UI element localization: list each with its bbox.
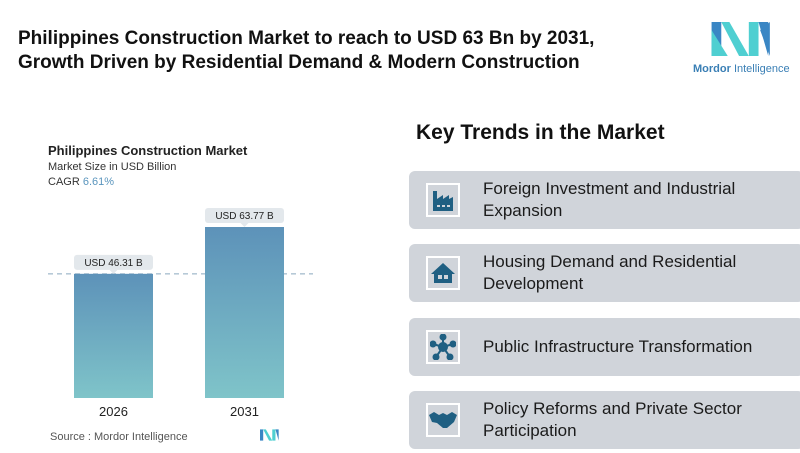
trend-card: Public Infrastructure Transformation bbox=[409, 318, 800, 376]
data-label: USD 46.31 B bbox=[84, 258, 143, 269]
bar-chart: USD 46.31 B 2026 USD 63.77 B 2031 bbox=[48, 208, 313, 419]
handshake-icon bbox=[426, 403, 460, 437]
trend-label: Foreign Investment and Industrial Expans… bbox=[483, 179, 736, 220]
cagr: CAGR 6.61% bbox=[48, 176, 115, 188]
x-tick-label: 2026 bbox=[99, 404, 128, 419]
data-label-bg bbox=[74, 254, 153, 270]
source-text: Source : Mordor Intelligence bbox=[50, 431, 188, 443]
logo-text: Mordor Intelligence bbox=[693, 63, 790, 75]
network-hub-icon bbox=[426, 330, 460, 364]
page-title: Philippines Construction Market to reach… bbox=[18, 27, 594, 75]
bar-2031 bbox=[205, 227, 284, 398]
mordor-logo bbox=[711, 22, 770, 56]
trend-card: Housing Demand and Residential Developme… bbox=[409, 244, 800, 302]
data-label-pointer bbox=[109, 269, 118, 274]
trend-label: Public Infrastructure Transformation bbox=[483, 337, 753, 356]
x-tick-label: 2031 bbox=[230, 404, 259, 419]
bar-2026 bbox=[74, 273, 153, 398]
title-line-1: Philippines Construction Market to reach… bbox=[18, 28, 595, 49]
trend-card: Foreign Investment and Industrial Expans… bbox=[409, 171, 800, 229]
data-label-pointer bbox=[240, 223, 249, 227]
trend-label: Housing Demand and Residential Developme… bbox=[483, 252, 737, 293]
chart-title: Philippines Construction Market bbox=[48, 143, 248, 158]
factory-icon bbox=[426, 183, 460, 217]
data-label-bg bbox=[205, 208, 284, 223]
cagr-value: 6.61% bbox=[82, 176, 115, 188]
trend-card: Policy Reforms and Private Sector Partic… bbox=[409, 391, 800, 449]
chart-subtitle: Market Size in USD Billion bbox=[48, 161, 177, 173]
house-icon bbox=[426, 256, 460, 290]
title-line-2: Growth Driven by Residential Demand & Mo… bbox=[18, 52, 580, 73]
source-logo-icon bbox=[260, 429, 279, 441]
data-label: USD 63.77 B bbox=[215, 211, 274, 222]
trend-label: Policy Reforms and Private Sector Partic… bbox=[483, 399, 742, 440]
trends-heading: Key Trends in the Market bbox=[416, 121, 665, 144]
